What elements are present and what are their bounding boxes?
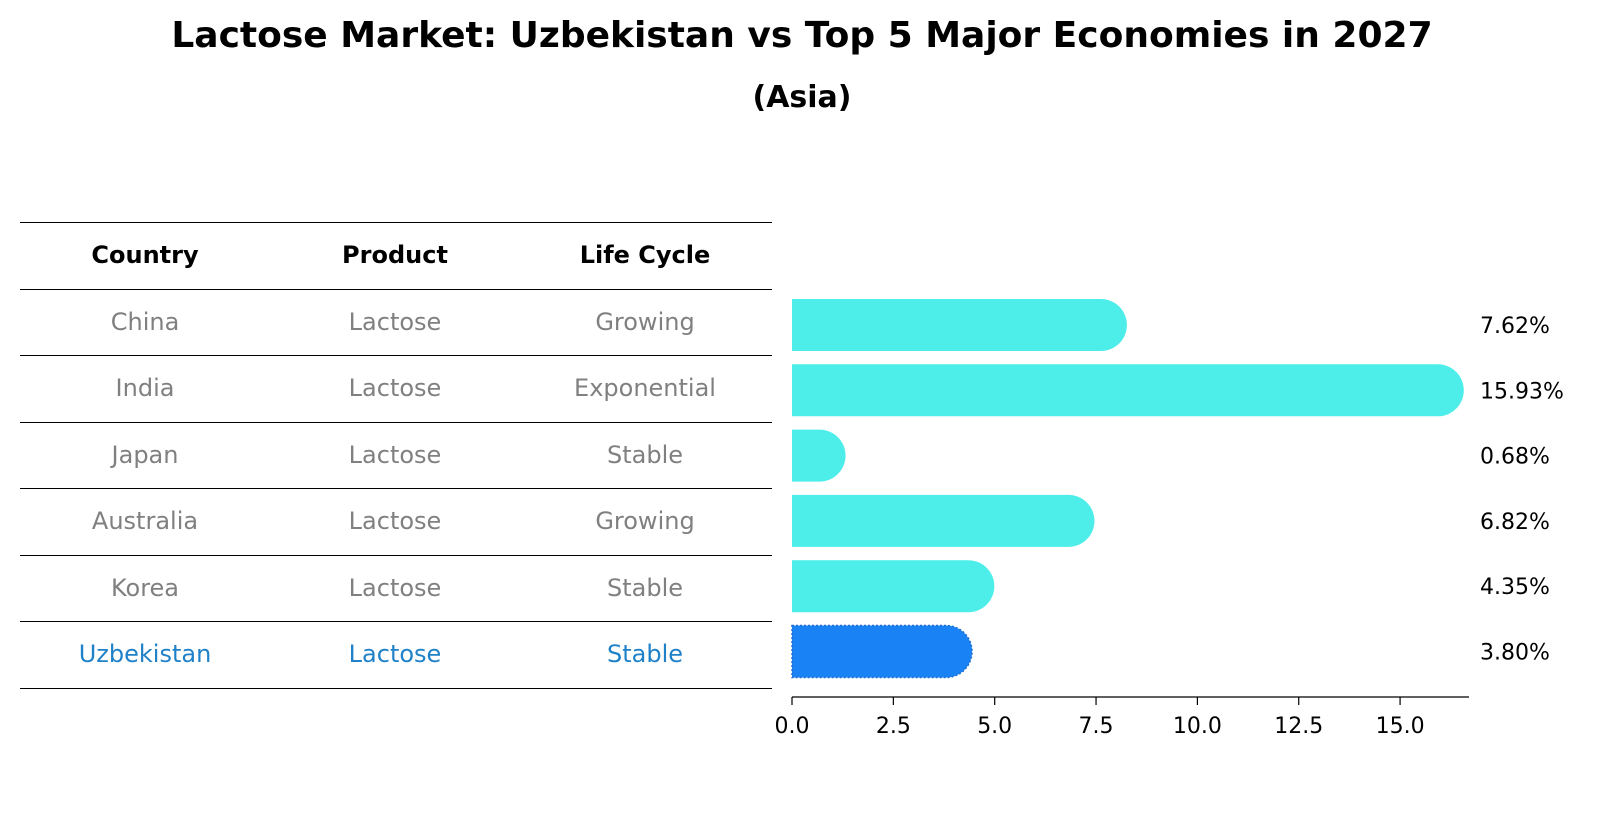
table-rule <box>20 621 772 622</box>
table-cell: India <box>115 374 175 402</box>
table-cell: Lactose <box>348 308 442 336</box>
bar <box>792 494 1095 547</box>
x-tick-label: 0.0 <box>775 714 810 739</box>
bar-value-label: 0.68% <box>1480 445 1550 470</box>
x-tick-label: 10.0 <box>1173 714 1222 739</box>
table-cell: Lactose <box>348 507 442 535</box>
table-cell: Korea <box>110 574 180 602</box>
table-cell: Stable <box>606 640 684 668</box>
table-rule <box>20 289 772 290</box>
bar-value-label: 3.80% <box>1480 641 1550 666</box>
bar <box>792 560 995 613</box>
table-cell: Growing <box>595 308 695 336</box>
bar-value-label: 7.62% <box>1480 314 1550 339</box>
x-tick-label: 7.5 <box>1079 714 1114 739</box>
table-cell: Stable <box>606 574 684 602</box>
bar <box>792 429 846 482</box>
table-rule <box>20 688 772 689</box>
bar-value-label: 6.82% <box>1480 510 1550 535</box>
table-rule <box>20 488 772 489</box>
bar-value-label: 15.93% <box>1480 379 1564 404</box>
bar-value-label: 4.35% <box>1480 575 1550 600</box>
table-cell: Lactose <box>348 640 442 668</box>
table-cell: Lactose <box>348 441 442 469</box>
bar <box>792 299 1127 351</box>
table-rule <box>20 222 772 223</box>
table-cell: Lactose <box>348 374 442 402</box>
table-cell: Lactose <box>348 574 442 602</box>
chart-subtitle: (Asia) <box>752 80 852 115</box>
table-cell: Uzbekistan <box>78 640 212 668</box>
table-rule <box>20 422 772 423</box>
table-cell: Growing <box>595 507 695 535</box>
x-tick-label: 12.5 <box>1274 714 1323 739</box>
table-cell: Australia <box>91 507 199 535</box>
chart-title: Lactose Market: Uzbekistan vs Top 5 Majo… <box>171 15 1433 56</box>
table-cell: Exponential <box>574 374 716 402</box>
bar <box>791 624 973 679</box>
table-cell: Stable <box>606 441 684 469</box>
table-cell: China <box>110 308 180 336</box>
x-tick-label: 2.5 <box>876 714 911 739</box>
x-tick-label: 15.0 <box>1376 714 1425 739</box>
table-header-cell: Country <box>91 241 199 269</box>
table-rule <box>20 555 772 556</box>
table-header-cell: Product <box>342 241 448 269</box>
bar <box>792 364 1464 417</box>
table-rule <box>20 355 772 356</box>
x-tick-label: 5.0 <box>977 714 1012 739</box>
table-header-cell: Life Cycle <box>579 241 711 269</box>
table-cell: Japan <box>111 441 179 469</box>
